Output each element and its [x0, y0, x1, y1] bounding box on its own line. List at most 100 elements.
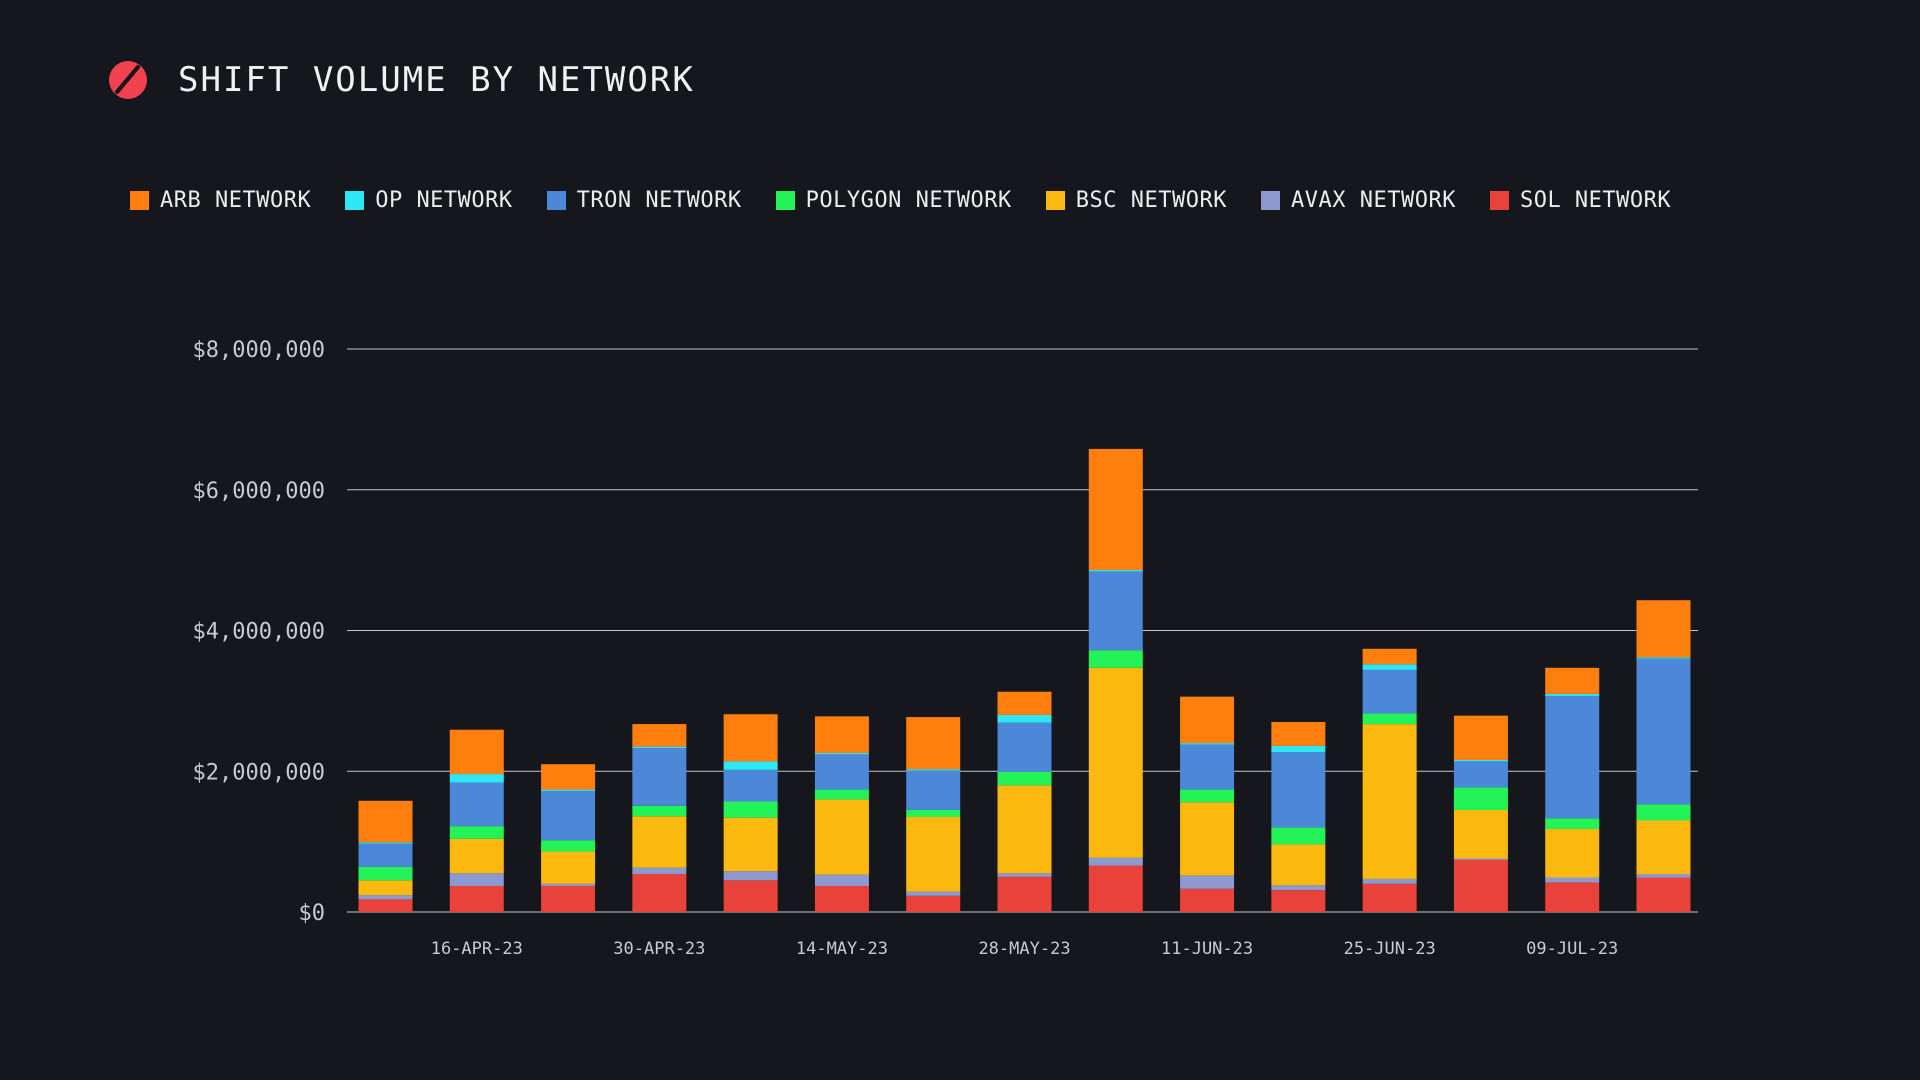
bar-segment-polygon-network[interactable]	[906, 809, 961, 817]
bar-segment-tron-network[interactable]	[814, 754, 869, 790]
bar-segment-arb-network[interactable]	[1362, 648, 1417, 665]
bar-segment-tron-network[interactable]	[1271, 752, 1326, 828]
bar-segment-avax-network[interactable]	[723, 871, 778, 881]
bar-segment-arb-network[interactable]	[1453, 715, 1508, 760]
bar-segment-sol-network[interactable]	[632, 873, 687, 912]
bar-segment-tron-network[interactable]	[632, 748, 687, 806]
bar-segment-avax-network[interactable]	[449, 873, 504, 886]
bar-segment-sol-network[interactable]	[449, 885, 504, 912]
bar-segment-polygon-network[interactable]	[814, 789, 869, 800]
bar-segment-arb-network[interactable]	[1180, 696, 1235, 744]
bar-segment-avax-network[interactable]	[1453, 858, 1508, 860]
bar-segment-tron-network[interactable]	[1088, 571, 1143, 651]
bar-segment-tron-network[interactable]	[1545, 695, 1600, 819]
bar-segment-avax-network[interactable]	[997, 873, 1052, 877]
bar-segment-tron-network[interactable]	[541, 790, 596, 841]
bar-segment-bsc-network[interactable]	[1271, 844, 1326, 886]
bar-segment-op-network[interactable]	[541, 789, 596, 791]
bar-segment-bsc-network[interactable]	[906, 816, 961, 892]
bar-segment-polygon-network[interactable]	[1271, 827, 1326, 845]
bar-segment-arb-network[interactable]	[723, 714, 778, 762]
bar-segment-bsc-network[interactable]	[997, 785, 1052, 874]
bar-segment-polygon-network[interactable]	[1362, 713, 1417, 725]
bar-segment-bsc-network[interactable]	[449, 838, 504, 874]
bar-segment-bsc-network[interactable]	[1088, 667, 1143, 858]
bar-segment-bsc-network[interactable]	[541, 851, 596, 884]
legend-item-bsc[interactable]: BSC NETWORK	[1045, 188, 1227, 213]
bar-segment-arb-network[interactable]	[632, 724, 687, 747]
bar-segment-arb-network[interactable]	[541, 764, 596, 790]
bar-segment-op-network[interactable]	[814, 752, 869, 755]
bar-segment-polygon-network[interactable]	[1636, 804, 1691, 821]
bar-segment-polygon-network[interactable]	[997, 771, 1052, 786]
bar-segment-sol-network[interactable]	[1271, 890, 1326, 912]
bar-segment-op-network[interactable]	[1362, 664, 1417, 670]
legend-item-avax[interactable]: AVAX NETWORK	[1261, 188, 1456, 213]
bar-segment-arb-network[interactable]	[358, 800, 413, 843]
bar-segment-op-network[interactable]	[1453, 759, 1508, 762]
bar-segment-arb-network[interactable]	[1636, 600, 1691, 658]
bar-segment-op-network[interactable]	[723, 761, 778, 770]
bar-segment-sol-network[interactable]	[997, 876, 1052, 912]
bar-segment-polygon-network[interactable]	[358, 866, 413, 881]
bar-segment-arb-network[interactable]	[1088, 448, 1143, 570]
bar-segment-sol-network[interactable]	[723, 880, 778, 912]
bar-segment-sol-network[interactable]	[358, 899, 413, 912]
bar-segment-op-network[interactable]	[1545, 693, 1600, 696]
bar-segment-sol-network[interactable]	[1088, 865, 1143, 912]
bar-segment-bsc-network[interactable]	[723, 817, 778, 872]
bar-segment-bsc-network[interactable]	[1180, 802, 1235, 876]
bar-segment-arb-network[interactable]	[906, 717, 961, 770]
bar-segment-sol-network[interactable]	[541, 885, 596, 912]
bar-segment-tron-network[interactable]	[1453, 761, 1508, 788]
bar-segment-avax-network[interactable]	[814, 874, 869, 886]
bar-segment-arb-network[interactable]	[1545, 667, 1600, 694]
bar-segment-sol-network[interactable]	[1362, 883, 1417, 912]
legend-item-tron[interactable]: TRON NETWORK	[546, 188, 742, 213]
legend-item-op[interactable]: OP NETWORK	[345, 188, 512, 213]
bar-segment-polygon-network[interactable]	[1180, 789, 1235, 803]
bar-segment-tron-network[interactable]	[1636, 658, 1691, 805]
bar-segment-polygon-network[interactable]	[541, 840, 596, 852]
bar-segment-op-network[interactable]	[449, 774, 504, 783]
bar-segment-sol-network[interactable]	[1636, 877, 1691, 912]
bar-segment-bsc-network[interactable]	[632, 816, 687, 868]
bar-segment-arb-network[interactable]	[449, 729, 504, 775]
bar-segment-polygon-network[interactable]	[1453, 787, 1508, 810]
bar-segment-op-network[interactable]	[997, 714, 1052, 723]
bar-segment-polygon-network[interactable]	[449, 826, 504, 839]
bar-segment-bsc-network[interactable]	[1362, 724, 1417, 879]
bar-segment-op-network[interactable]	[1180, 743, 1235, 745]
bar-segment-tron-network[interactable]	[723, 769, 778, 802]
legend-item-sol[interactable]: SOL NETWORK	[1489, 188, 1671, 213]
bar-segment-polygon-network[interactable]	[1088, 650, 1143, 668]
bar-segment-bsc-network[interactable]	[1453, 809, 1508, 859]
legend-item-arb[interactable]: ARB NETWORK	[130, 188, 311, 213]
bar-segment-avax-network[interactable]	[1545, 877, 1600, 883]
bar-segment-avax-network[interactable]	[906, 891, 961, 896]
bar-segment-op-network[interactable]	[1271, 745, 1326, 753]
bar-segment-tron-network[interactable]	[997, 722, 1052, 772]
bar-segment-sol-network[interactable]	[1453, 859, 1508, 912]
bar-segment-tron-network[interactable]	[358, 843, 413, 867]
legend-item-polygon[interactable]: POLYGON NETWORK	[775, 188, 1012, 213]
bar-segment-avax-network[interactable]	[1180, 875, 1235, 889]
bar-segment-polygon-network[interactable]	[632, 805, 687, 817]
bar-segment-op-network[interactable]	[1088, 569, 1143, 572]
bar-segment-arb-network[interactable]	[1271, 721, 1326, 746]
bar-segment-tron-network[interactable]	[906, 770, 961, 810]
bar-segment-bsc-network[interactable]	[1636, 820, 1691, 874]
bar-segment-arb-network[interactable]	[997, 691, 1052, 715]
bar-segment-op-network[interactable]	[632, 746, 687, 749]
bar-segment-avax-network[interactable]	[541, 883, 596, 886]
bar-segment-op-network[interactable]	[358, 842, 413, 844]
bar-segment-op-network[interactable]	[906, 769, 961, 771]
bar-segment-sol-network[interactable]	[1545, 882, 1600, 912]
bar-segment-bsc-network[interactable]	[1545, 828, 1600, 878]
bar-segment-polygon-network[interactable]	[1545, 818, 1600, 829]
bar-segment-sol-network[interactable]	[906, 895, 961, 912]
bar-segment-sol-network[interactable]	[1180, 888, 1235, 912]
bar-segment-polygon-network[interactable]	[723, 801, 778, 818]
bar-segment-bsc-network[interactable]	[814, 799, 869, 875]
bar-segment-arb-network[interactable]	[814, 716, 869, 753]
